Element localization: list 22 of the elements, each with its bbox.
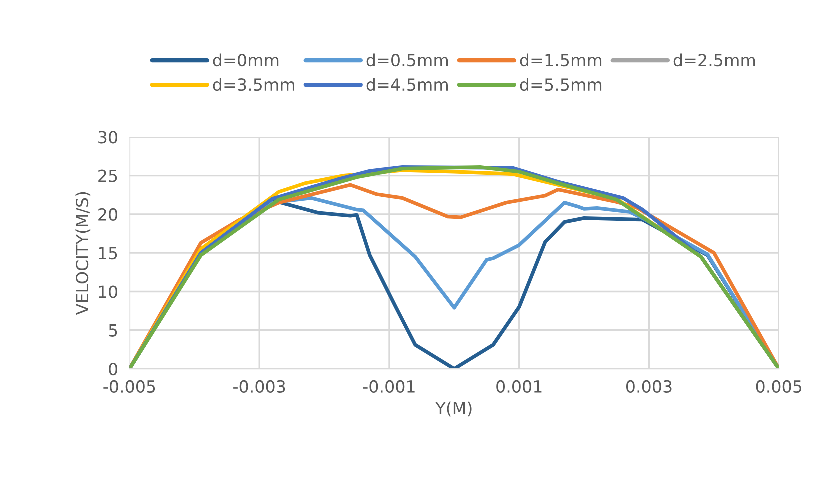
- y-tick-label: 30: [98, 131, 118, 144]
- legend-label: d=0mm: [213, 54, 279, 67]
- y-tick-label: 15: [99, 247, 118, 260]
- legend-label: d=2.5mm: [674, 54, 756, 67]
- x-tick-label: 0.001: [496, 380, 542, 394]
- y-tick-label: 10: [99, 286, 118, 298]
- legend-label: d=5.5mm: [520, 78, 602, 92]
- x-tick-label: -0.001: [363, 380, 415, 394]
- x-tick-label: 0.005: [756, 380, 802, 394]
- x-tick-label: 0.003: [626, 380, 672, 394]
- legend-label: d=1.5mm: [520, 54, 602, 67]
- legend-label: d=0.5mm: [366, 54, 448, 67]
- x-axis-title: Y(M): [436, 402, 472, 417]
- y-tick-label: 5: [109, 324, 118, 337]
- y-tick-label: 20: [98, 208, 118, 222]
- y-tick-label: 25: [98, 170, 118, 182]
- x-tick-label: -0.005: [104, 380, 156, 394]
- y-tick-label: 0: [109, 362, 118, 376]
- y-axis-title: VELOCITY(M/S): [76, 192, 91, 316]
- legend-label: d=4.5mm: [366, 78, 448, 92]
- legend-label: d=3.5mm: [213, 78, 294, 92]
- x-tick-label: -0.003: [234, 380, 286, 394]
